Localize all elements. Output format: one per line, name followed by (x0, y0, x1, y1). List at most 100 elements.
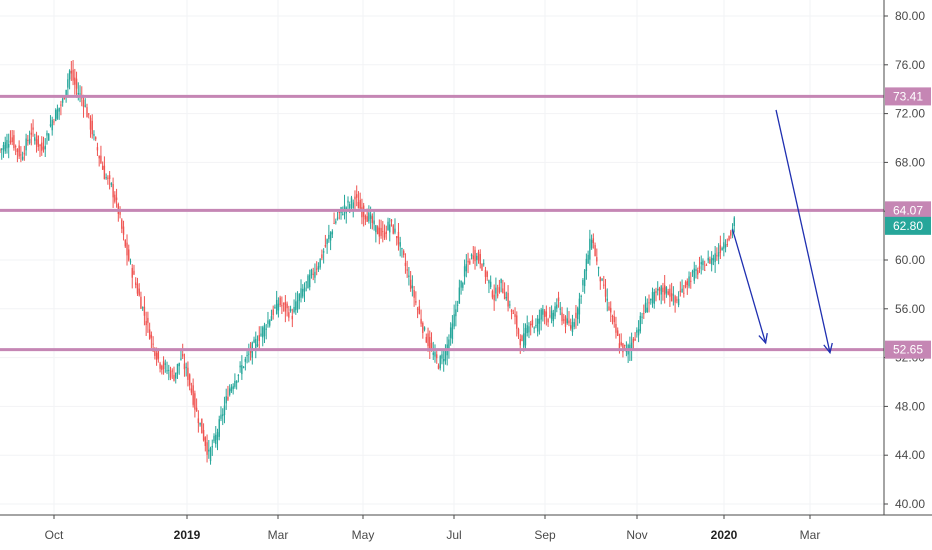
last-price-bg (885, 216, 931, 235)
candle (674, 294, 676, 313)
candle (375, 224, 377, 243)
candle (409, 271, 412, 292)
candle-body (322, 251, 325, 253)
candle (272, 305, 274, 320)
candle-body (637, 329, 640, 336)
candle-body (686, 280, 688, 286)
candle-body (9, 140, 12, 143)
candle-body (590, 239, 593, 249)
candle-body (658, 288, 661, 291)
candle-body (371, 216, 374, 223)
candle-body (717, 252, 720, 257)
candle (223, 396, 226, 424)
candle-body (213, 435, 215, 442)
candle-body (733, 217, 735, 227)
price-axis[interactable]: 80.0076.0072.0068.0064.0060.0056.0052.00… (884, 9, 925, 511)
candle (573, 318, 575, 330)
candle (357, 191, 360, 209)
candle-body (643, 313, 645, 315)
candle-body (175, 372, 177, 379)
candle-body (124, 240, 126, 247)
candle (136, 277, 139, 297)
candle (630, 332, 633, 361)
candle (359, 192, 361, 210)
candle-body (667, 291, 669, 295)
candle-body (88, 113, 90, 115)
candle-body (540, 309, 542, 320)
candle-body (194, 393, 196, 410)
candle (35, 131, 38, 153)
candle-body (242, 366, 245, 368)
candle (613, 310, 615, 328)
candle (408, 266, 410, 286)
candle-body (16, 148, 19, 153)
candle-body (483, 263, 485, 265)
candle-body (557, 297, 560, 302)
time-axis[interactable]: Oct 2019 Mar May Jul Sep Nov 2020 Mar (45, 515, 821, 542)
candle-body (495, 287, 497, 294)
candle (477, 249, 480, 264)
candle-body (455, 309, 457, 317)
trend-arrow[interactable] (775, 109, 833, 355)
candle-body (655, 291, 657, 293)
candle-body (559, 308, 561, 310)
candle (67, 73, 69, 98)
candle-body (147, 317, 149, 323)
candle-body (387, 221, 389, 230)
candle (556, 298, 558, 313)
candle-body (248, 353, 250, 355)
candle-body (505, 297, 508, 299)
candle-body (105, 177, 107, 179)
candle (18, 140, 20, 160)
candle-body (0, 149, 1, 151)
candle (84, 98, 86, 108)
candle-body (328, 234, 330, 239)
candle-body (526, 325, 528, 334)
candle-body (244, 358, 247, 362)
candle (115, 188, 118, 208)
candle (566, 307, 568, 325)
candle (262, 325, 264, 347)
trend-arrow[interactable] (731, 229, 768, 345)
candle (604, 279, 607, 303)
candle-body (375, 225, 377, 233)
candle (380, 219, 382, 239)
candle-body (161, 365, 163, 370)
candle (143, 296, 146, 326)
candle-body (164, 363, 166, 365)
x-tick-label: 2020 (711, 528, 738, 542)
candle-body (150, 334, 153, 338)
candle (108, 171, 111, 190)
candle-body (302, 289, 304, 297)
candle-body (648, 302, 650, 304)
candle-body (249, 349, 252, 353)
last-price-tag: 62.80 (885, 216, 931, 235)
candle-body (152, 343, 154, 345)
candle-body (684, 282, 687, 288)
candle-body (279, 297, 281, 306)
candle (510, 309, 513, 320)
candle-body (133, 270, 135, 275)
candle (502, 279, 504, 294)
candle (437, 363, 440, 370)
candle (535, 318, 537, 329)
candle-body (448, 339, 450, 351)
y-tick-label: 48.00 (895, 399, 925, 413)
candle (333, 212, 335, 225)
candle (282, 302, 285, 312)
candle (484, 266, 487, 284)
candle-body (34, 137, 36, 141)
candle (517, 327, 520, 339)
candle-body (632, 338, 635, 343)
candle-body (209, 448, 212, 462)
candle (347, 196, 349, 212)
candle-body (255, 338, 257, 349)
x-tick-label: May (352, 528, 375, 542)
candle-body (479, 254, 481, 265)
candle-body (676, 299, 678, 301)
candle (702, 258, 704, 271)
candle (434, 344, 436, 363)
candle-body (312, 273, 314, 275)
candle-body (589, 238, 591, 260)
candle-body (653, 291, 655, 304)
